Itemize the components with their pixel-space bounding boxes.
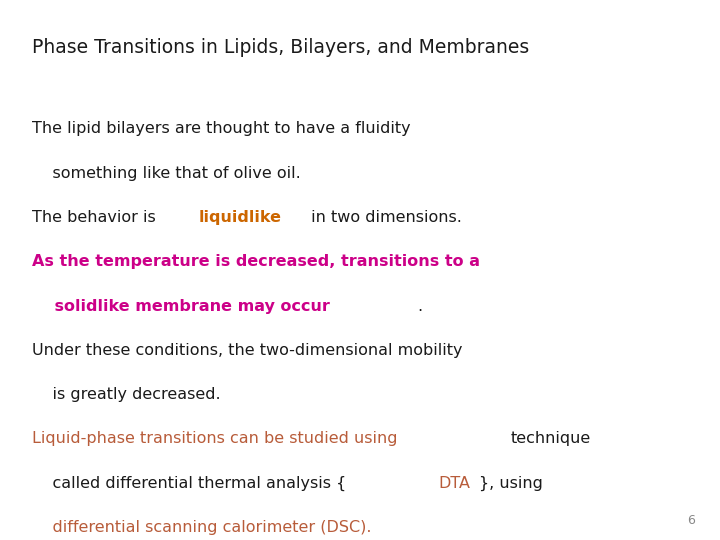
Text: called differential thermal analysis {: called differential thermal analysis { <box>32 476 346 491</box>
Text: technique: technique <box>510 431 591 447</box>
Text: Liquid-phase transitions can be studied using: Liquid-phase transitions can be studied … <box>32 431 403 447</box>
Text: Under these conditions, the two-dimensional mobility: Under these conditions, the two-dimensio… <box>32 343 463 358</box>
Text: As the temperature is decreased, transitions to a: As the temperature is decreased, transit… <box>32 254 480 269</box>
Text: in two dimensions.: in two dimensions. <box>306 210 462 225</box>
Text: liquidlike: liquidlike <box>199 210 282 225</box>
Text: The lipid bilayers are thought to have a fluidity: The lipid bilayers are thought to have a… <box>32 122 411 137</box>
Text: 6: 6 <box>687 514 695 526</box>
Text: something like that of olive oil.: something like that of olive oil. <box>32 166 301 181</box>
Text: .: . <box>417 299 422 314</box>
Text: DTA: DTA <box>438 476 470 491</box>
Text: The behavior is: The behavior is <box>32 210 161 225</box>
Text: differential scanning calorimeter (DSC).: differential scanning calorimeter (DSC). <box>32 520 372 535</box>
Text: solidlike membrane may occur: solidlike membrane may occur <box>32 299 330 314</box>
Text: is greatly decreased.: is greatly decreased. <box>32 387 221 402</box>
Text: Phase Transitions in Lipids, Bilayers, and Membranes: Phase Transitions in Lipids, Bilayers, a… <box>32 38 530 57</box>
Text: }, using: }, using <box>480 476 543 491</box>
